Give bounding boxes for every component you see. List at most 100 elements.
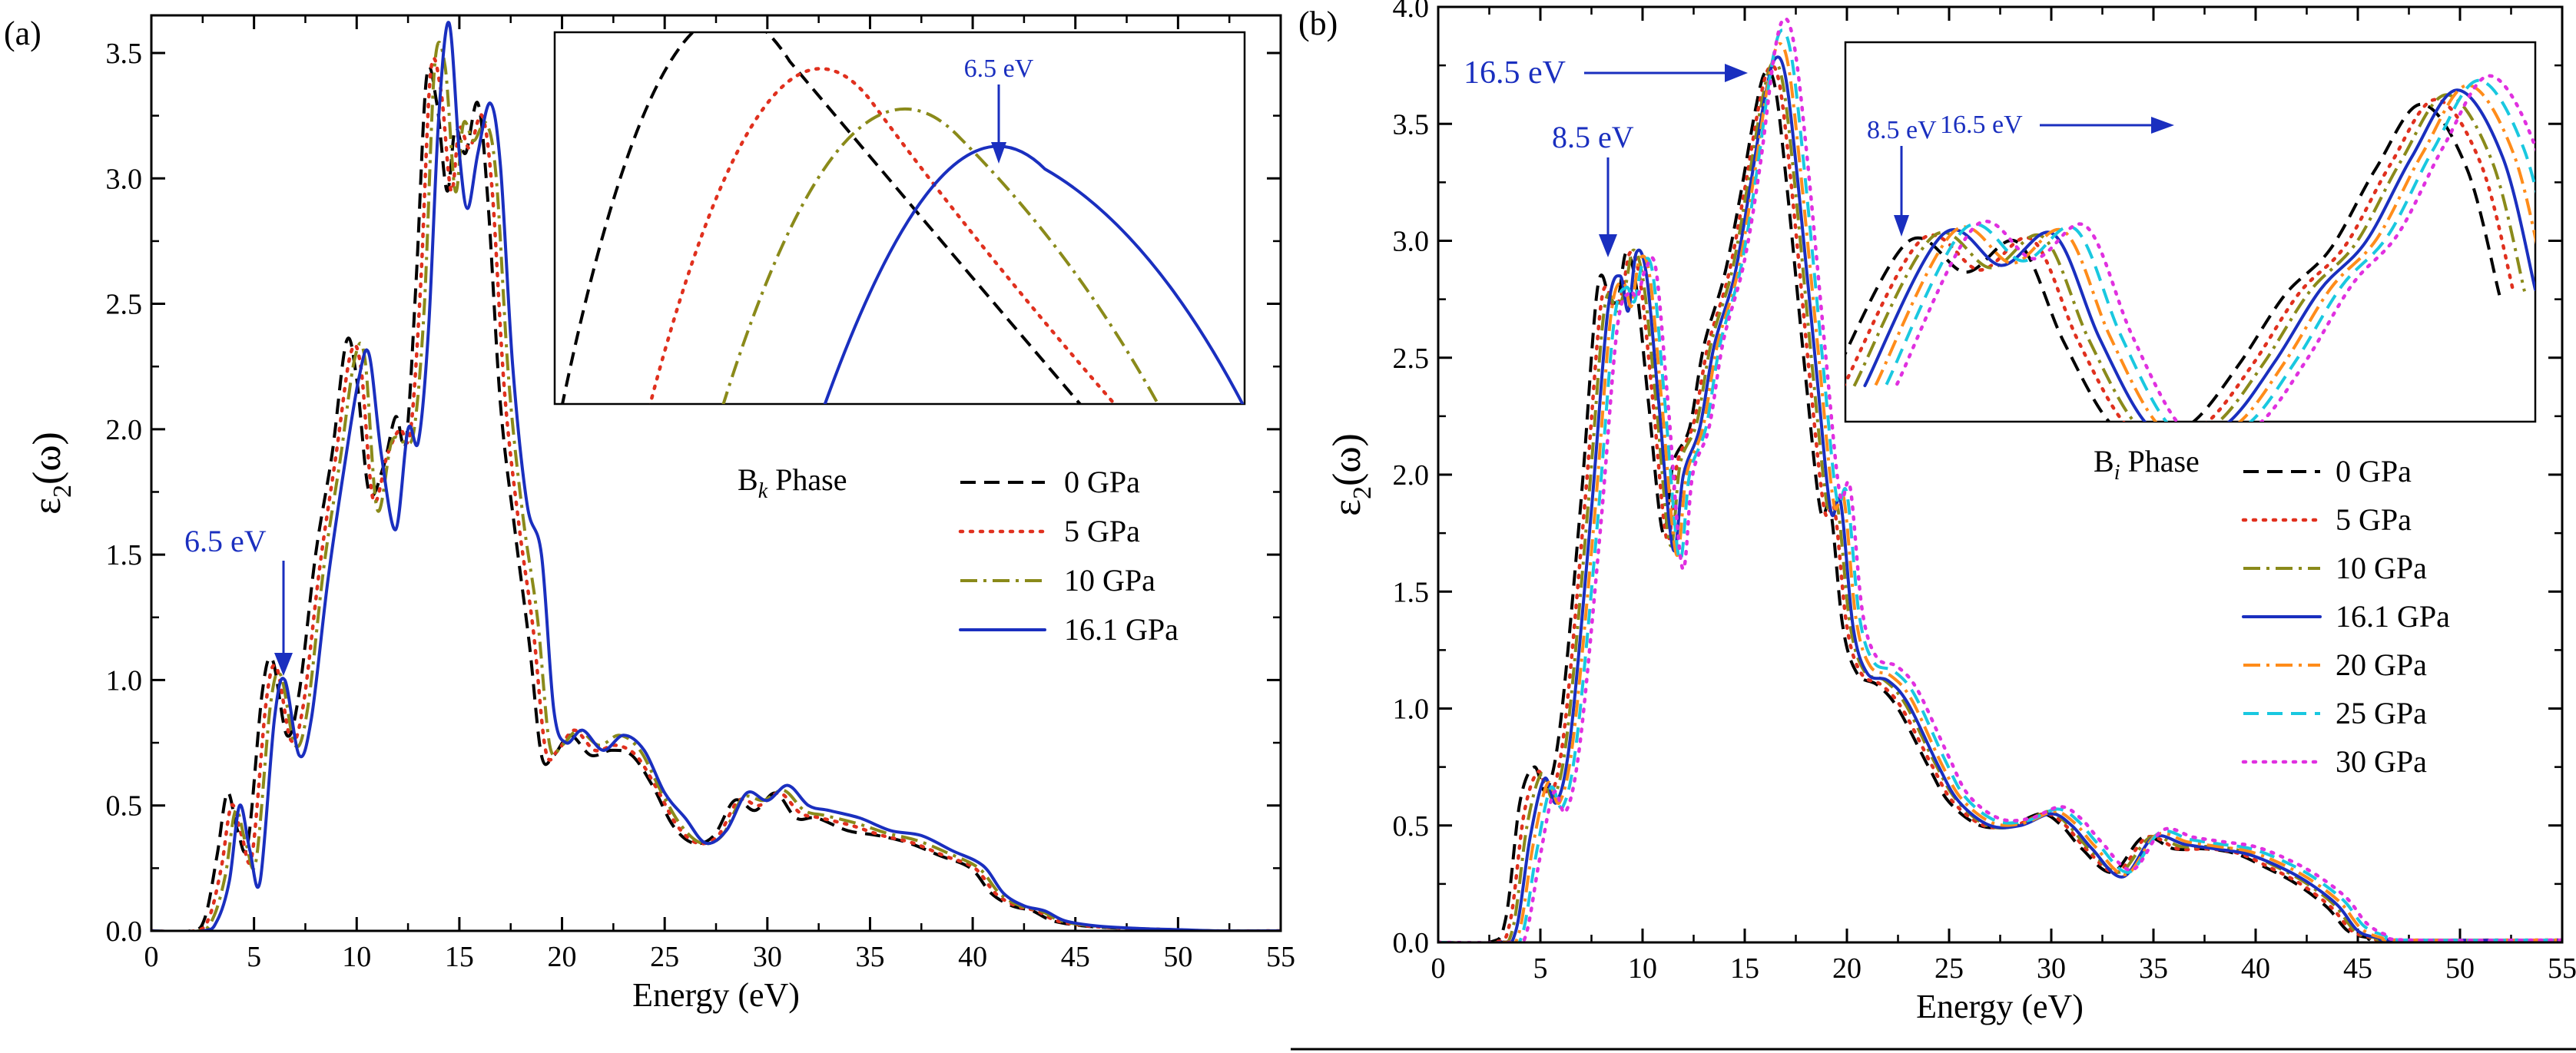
inset-a-curve-0gpa: [561, 32, 1082, 404]
inset-b-curve: [1845, 102, 2501, 422]
svg-text:ε2(ω): ε2(ω): [1325, 433, 1377, 516]
x-tick-label: 30: [2037, 952, 2066, 985]
svg-text:ε2(ω): ε2(ω): [25, 432, 77, 515]
panel-b-arrow-8p5-head: [1599, 234, 1617, 257]
panel-a-xlabel: Energy (eV): [632, 976, 800, 1014]
legend-label: 0 GPa: [1064, 465, 1140, 499]
series-line-5-gpa: [1438, 64, 2562, 942]
inset-b-curve: [1895, 74, 2535, 422]
panel-a-legend: Bk Phase 0 GPa 5 GPa 10 GPa 16.1 GPa: [738, 462, 1179, 647]
series-line-16-1-gpa: [1438, 55, 2562, 942]
panel-b-annotation-8p5: 8.5 eV: [1552, 120, 1634, 154]
x-tick-label: 20: [1832, 952, 1862, 985]
y-tick-label: 2.5: [1393, 343, 1430, 375]
x-tick-label: 0: [1431, 952, 1446, 985]
x-tick-label: 35: [2139, 952, 2168, 985]
panel-a-series: [151, 21, 1281, 931]
series-line-10-gpa: [1438, 60, 2562, 942]
panel-a-ylabel: ε2(ω): [25, 432, 77, 515]
series-line-10-gpa: [151, 41, 1281, 931]
x-tick-label: 45: [2343, 952, 2372, 985]
inset-a-curve-16gpa: [823, 144, 1245, 404]
y-tick-label: 0.5: [1393, 810, 1430, 843]
series-line-30-gpa: [1438, 16, 2562, 942]
y-tick-label: 2.0: [1393, 459, 1430, 492]
legend-label: 10 GPa: [1064, 563, 1155, 598]
legend-label: 10 GPa: [2336, 551, 2427, 585]
inset-a-curve-5gpa: [648, 67, 1117, 404]
legend-label: 30 GPa: [2336, 744, 2427, 779]
x-tick-label: 25: [650, 941, 679, 973]
x-tick-label: 50: [1163, 941, 1192, 973]
x-tick-label: 25: [1934, 952, 1964, 985]
inset-b-curve: [1863, 88, 2535, 422]
y-tick-label: 3.0: [106, 163, 143, 195]
panel-b-xlabel: Energy (eV): [1916, 988, 2084, 1025]
panel-b-frame: [1437, 5, 2564, 944]
panel-b: (b) 0 5 10 15 20 25 30 35 40 45 50 55 0.0 0.5 1.0 1.5 2.…: [1298, 0, 2576, 1025]
panel-a-inset: 6.5 eV: [553, 31, 1246, 406]
panel-b-arrow-16p5-head: [1725, 64, 1748, 82]
x-tick-label: 30: [753, 941, 782, 973]
x-tick-label: 50: [2445, 952, 2475, 985]
panel-label-a: (a): [4, 15, 41, 52]
inset-b-arrow-16p5-head: [2151, 117, 2174, 134]
panel-b-series: [1438, 16, 2562, 942]
x-tick-label: 40: [2241, 952, 2270, 985]
panel-a-annotation-6p5: 6.5 eV: [184, 524, 267, 558]
y-tick-label: 2.0: [106, 414, 143, 446]
panel-a: (a) 0 5 10 15 20 25 30 35 40 45 50 55 0.0 0.5 1.0 1.5 2.…: [4, 14, 1295, 1014]
panel-a-ticks: 0 5 10 15 20 25 30 35 40 45 50 55 0.0 0.5 1.0 1.5 2.0 2.5…: [106, 15, 1295, 973]
y-tick-label: 0.0: [1393, 927, 1430, 959]
panel-a-inset-frame: [553, 31, 1246, 406]
panel-label-b: (b): [1298, 5, 1338, 42]
legend-label: 20 GPa: [2336, 647, 2427, 682]
series-line-25-gpa: [1438, 28, 2562, 942]
inset-b-curve: [1874, 83, 2535, 422]
panel-b-ylabel: ε2(ω): [1325, 433, 1377, 516]
y-tick-label: 1.5: [1393, 576, 1430, 608]
y-tick-label: 0.0: [106, 916, 143, 948]
x-tick-label: 55: [2548, 952, 2576, 985]
y-tick-label: 4.0: [1393, 0, 1430, 24]
inset-b-annotation-16p5: 16.5 eV: [1940, 111, 2023, 139]
x-tick-label: 45: [1061, 941, 1090, 973]
inset-b-arrow-8p5-head: [1894, 215, 1909, 237]
panel-a-frame: [150, 14, 1282, 932]
panel-b-inset: 8.5 eV 16.5 eV: [1844, 41, 2537, 423]
x-tick-label: 5: [247, 941, 261, 973]
x-tick-label: 55: [1266, 941, 1295, 973]
inset-b-annotation-8p5: 8.5 eV: [1867, 116, 1937, 144]
legend-label: 16.1 GPa: [1064, 612, 1179, 647]
legend-label: 0 GPa: [2336, 454, 2412, 488]
series-line-20-gpa: [1438, 41, 2562, 942]
panel-a-legend-title: Bk Phase: [738, 462, 847, 503]
inset-a-arrow-head: [991, 142, 1006, 164]
x-tick-label: 10: [1628, 952, 1657, 985]
inset-a-curve-10gpa: [721, 107, 1160, 404]
panel-b-legend: Bi Phase 0 GPa 5 GPa 10 GPa 16.1 GPa 20 GPa 2…: [2094, 444, 2450, 779]
x-tick-label: 10: [342, 941, 371, 973]
panel-b-ticks: 0 5 10 15 20 25 30 35 40 45 50 55 0.0 0.5 1.0 1.5 2.0 2.5…: [1393, 0, 2576, 985]
y-tick-label: 3.5: [1393, 108, 1430, 141]
legend-label: 25 GPa: [2336, 696, 2427, 730]
inset-b-curve: [1845, 98, 2516, 422]
series-line-5-gpa: [151, 57, 1281, 931]
legend-label: 16.1 GPa: [2336, 599, 2450, 634]
series-line-16-1-gpa: [151, 21, 1281, 931]
inset-b-curve: [1885, 78, 2535, 422]
x-tick-label: 0: [144, 941, 159, 973]
y-tick-label: 1.0: [1393, 694, 1430, 726]
legend-label: 5 GPa: [1064, 514, 1140, 548]
inset-a-annotation: 6.5 eV: [964, 55, 1034, 83]
x-tick-label: 5: [1533, 952, 1548, 985]
y-tick-label: 3.0: [1393, 226, 1430, 258]
panel-b-annotation-16p5: 16.5 eV: [1464, 55, 1566, 91]
y-tick-label: 3.5: [106, 38, 143, 70]
panel-a-arrow-head: [274, 653, 293, 676]
series-line-0-gpa: [151, 65, 1281, 931]
x-tick-label: 15: [445, 941, 474, 973]
y-tick-label: 1.5: [106, 539, 143, 571]
panel-b-legend-title: Bi Phase: [2094, 444, 2200, 485]
